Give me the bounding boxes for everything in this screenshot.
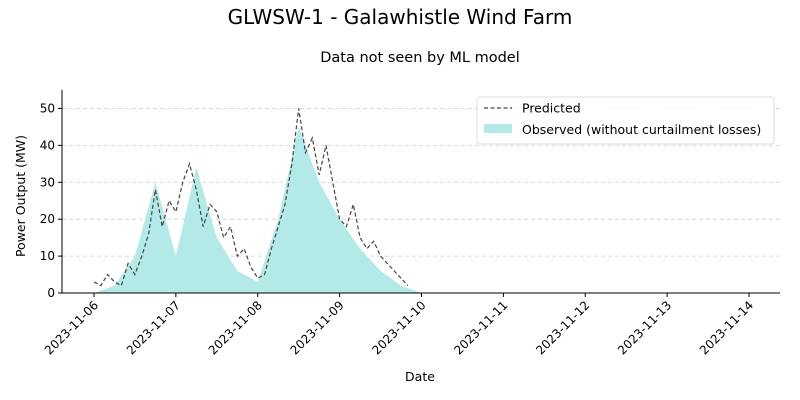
legend-swatch-observed bbox=[484, 124, 512, 133]
legend-label-predicted: Predicted bbox=[522, 101, 581, 116]
y-tick-label: 20 bbox=[40, 212, 55, 226]
chart-subtitle: Data not seen by ML model bbox=[320, 50, 520, 66]
y-tick-label: 0 bbox=[47, 286, 55, 300]
x-tick-label: 2023-11-10 bbox=[369, 298, 428, 357]
x-axis-label: Date bbox=[405, 369, 435, 384]
plot-area: 0 10 20 30 40 50 2023-11-06 2023-11-07 2023-11-0… bbox=[40, 90, 780, 357]
x-tick-label: 2023-11-12 bbox=[533, 298, 592, 357]
y-tick-label: 50 bbox=[40, 101, 55, 115]
x-tick-label: 2023-11-09 bbox=[288, 298, 347, 357]
x-tick-label: 2023-11-07 bbox=[124, 298, 183, 357]
observed-area bbox=[94, 127, 422, 293]
y-tick-label: 40 bbox=[40, 138, 55, 152]
chart-title: GLWSW-1 - Galawhistle Wind Farm bbox=[228, 5, 573, 29]
x-tick-label: 2023-11-08 bbox=[206, 298, 265, 357]
y-axis-label: Power Output (MW) bbox=[13, 135, 28, 257]
legend-label-observed: Observed (without curtailment losses) bbox=[522, 122, 761, 137]
x-tick-label: 2023-11-14 bbox=[697, 298, 756, 357]
x-tick-label: 2023-11-13 bbox=[615, 298, 674, 357]
y-tick-label: 10 bbox=[40, 249, 55, 263]
x-tick-label: 2023-11-06 bbox=[42, 298, 101, 357]
y-tick-label: 30 bbox=[40, 175, 55, 189]
x-tick-label: 2023-11-11 bbox=[451, 298, 510, 357]
